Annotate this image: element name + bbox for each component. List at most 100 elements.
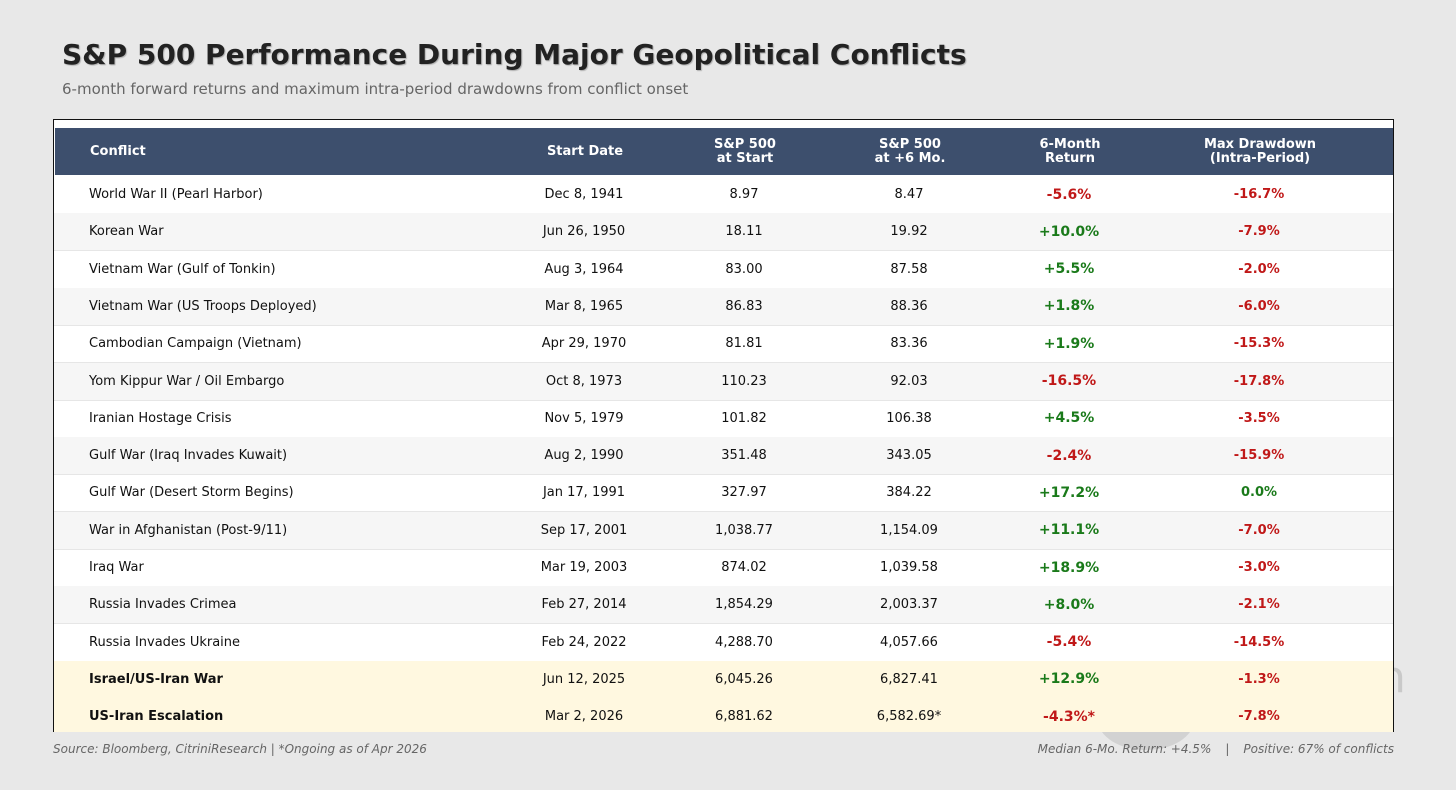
cell-max-drawdown: -7.0% [1238,522,1280,538]
cell-sp500-start: 101.82 [721,410,767,426]
table-row: Russia Invades Ukraine Feb 24, 2022 4,288.… [54,624,1393,662]
cell-6-month-return: +10.0% [1038,223,1100,240]
table-row: Iranian Hostage Crisis Nov 5, 1979 101.82 1… [54,400,1393,438]
cell-start-date: Jun 26, 1950 [542,224,626,240]
cell-max-drawdown: -14.5% [1233,634,1285,650]
column-header-sp500-at-start: S&P 500 at Start [714,136,776,166]
cell-sp500-start: 351.48 [721,448,767,464]
cell-start-date: Dec 8, 1941 [544,187,624,202]
cell-sp500-start: 327.97 [721,485,767,501]
cell-6-month-return: +12.9% [1038,671,1100,688]
table-row: Vietnam War (Gulf of Tonkin) Aug 3, 1964 8… [54,251,1393,289]
cell-sp500-start: 110.23 [721,373,767,389]
cell-start-date: Nov 5, 1979 [544,410,624,426]
table-row: Gulf War (Iraq Invades Kuwait) Aug 2, 199… [54,437,1393,476]
cell-sp500-plus-6mo: 8.47 [894,187,924,202]
cell-max-drawdown: -3.5% [1238,410,1280,426]
cell-start-date: Feb 24, 2022 [541,634,627,650]
cell-sp500-plus-6mo: 343.05 [886,448,932,464]
table-row: Israel/US-Iran War Jun 12, 2025 6,045.26 6,… [54,660,1393,699]
table-row: War in Afghanistan (Post-9/11) Sep 17, 20… [54,511,1393,550]
source-note: Source: Bloomberg, CitriniResearch | *On… [53,742,427,756]
summary-stats: Median 6-Mo. Return: +4.5% | Positive: 67%… [1038,742,1394,756]
cell-conflict: Cambodian Campaign (Vietnam) [89,336,302,352]
conflict-table: Conflict Start Date S&P 500 at Start S&P… [53,119,1394,732]
cell-conflict: US-Iran Escalation [89,709,224,725]
cell-start-date: Oct 8, 1973 [545,373,623,389]
cell-start-date: Sep 17, 2001 [540,522,628,538]
cell-6-month-return: +1.8% [1043,298,1095,315]
cell-start-date: Mar 2, 2026 [544,709,624,725]
summary-separator: | [1225,742,1230,756]
cell-6-month-return: -5.6% [1046,186,1092,203]
cell-max-drawdown: -15.3% [1233,336,1285,352]
cell-6-month-return: -5.4% [1046,634,1092,651]
cell-sp500-plus-6mo: 83.36 [890,336,928,352]
cell-max-drawdown: -16.7% [1233,187,1285,202]
table-row: Korean War Jun 26, 1950 18.11 19.92 +10.0% -7… [54,213,1393,252]
cell-sp500-start: 6,881.62 [715,709,773,725]
cell-conflict: Russia Invades Crimea [89,597,237,613]
cell-sp500-plus-6mo: 1,039.58 [880,560,938,575]
cell-6-month-return: -16.5% [1041,373,1097,389]
cell-6-month-return: +18.9% [1038,559,1100,576]
cell-start-date: Apr 29, 1970 [541,336,627,352]
table-row: Russia Invades Crimea Feb 27, 2014 1,854.2… [54,586,1393,625]
cell-conflict: War in Afghanistan (Post-9/11) [89,522,288,538]
cell-conflict: Gulf War (Desert Storm Begins) [89,485,294,501]
cell-sp500-plus-6mo: 87.58 [890,261,928,277]
table-row: Vietnam War (US Troops Deployed) Mar 8, 1… [54,287,1393,326]
cell-sp500-plus-6mo: 106.38 [886,410,932,426]
cell-max-drawdown: -1.3% [1238,671,1280,687]
cell-start-date: Mar 19, 2003 [540,560,628,575]
table-row: US-Iran Escalation Mar 2, 2026 6,881.62 6,5… [54,698,1393,732]
cell-sp500-plus-6mo: 6,827.41 [880,671,938,687]
cell-conflict: World War II (Pearl Harbor) [89,187,263,202]
cell-sp500-plus-6mo: 384.22 [886,485,932,501]
cell-sp500-start: 18.11 [725,224,763,240]
cell-conflict: Iranian Hostage Crisis [89,410,232,426]
cell-sp500-plus-6mo: 6,582.69* [876,709,942,725]
cell-max-drawdown: 0.0% [1240,485,1278,501]
cell-6-month-return: +1.9% [1043,335,1095,352]
cell-start-date: Feb 27, 2014 [541,597,627,613]
cell-sp500-plus-6mo: 1,154.09 [880,522,938,538]
cell-sp500-start: 86.83 [725,298,763,314]
cell-sp500-start: 6,045.26 [715,671,773,687]
median-return-stat: Median 6-Mo. Return: +4.5% [1037,742,1212,756]
cell-conflict: Gulf War (Iraq Invades Kuwait) [89,448,288,464]
column-header-max-drawdown: Max Drawdown (Intra-Period) [1203,136,1317,166]
cell-conflict: Russia Invades Ukraine [89,634,241,650]
cell-start-date: Aug 3, 1964 [544,261,624,277]
column-header-6-month-return: 6-Month Return [1039,136,1101,166]
cell-conflict: Vietnam War (US Troops Deployed) [89,298,317,314]
cell-6-month-return: +8.0% [1043,596,1095,613]
cell-sp500-start: 1,854.29 [715,597,773,613]
cell-start-date: Jun 12, 2025 [542,671,626,687]
cell-max-drawdown: -15.9% [1233,448,1285,464]
cell-sp500-plus-6mo: 88.36 [890,298,928,314]
chart-subtitle: 6-month forward returns and maximum intr… [62,80,689,98]
cell-max-drawdown: -17.8% [1233,373,1285,389]
cell-sp500-plus-6mo: 19.92 [890,224,928,240]
cell-max-drawdown: -3.0% [1238,560,1280,575]
cell-conflict: Vietnam War (Gulf of Tonkin) [89,261,276,277]
chart-title: S&P 500 Performance During Major Geopoli… [62,38,967,71]
column-header-conflict: Conflict [90,143,146,159]
column-header-sp500-plus-6mo: S&P 500 at +6 Mo. [874,136,946,166]
cell-sp500-start: 1,038.77 [715,522,773,538]
cell-sp500-start: 83.00 [725,261,763,277]
table-row: Gulf War (Desert Storm Begins) Jan 17, 19… [54,474,1393,513]
cell-sp500-start: 4,288.70 [715,634,773,650]
table-row: Cambodian Campaign (Vietnam) Apr 29, 1970… [54,325,1393,364]
cell-6-month-return: +4.5% [1043,410,1095,427]
cell-start-date: Aug 2, 1990 [544,448,624,464]
cell-conflict: Korean War [89,224,164,240]
cell-max-drawdown: -2.1% [1238,597,1280,613]
cell-sp500-plus-6mo: 92.03 [890,373,928,389]
column-header-start-date: Start Date [546,143,624,159]
cell-sp500-start: 874.02 [721,560,767,575]
cell-sp500-start: 8.97 [729,187,759,202]
cell-max-drawdown: -7.8% [1238,709,1280,725]
cell-conflict: Israel/US-Iran War [89,671,223,687]
